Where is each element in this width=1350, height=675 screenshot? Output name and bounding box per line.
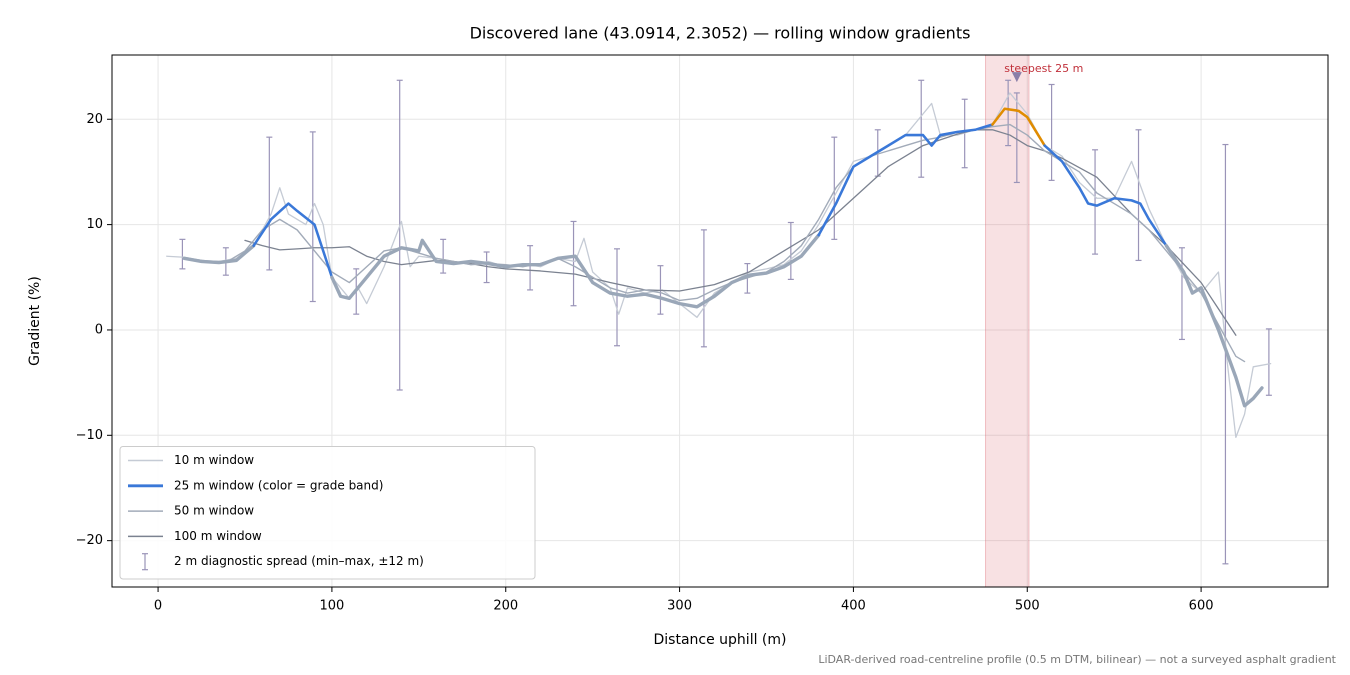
series-line	[244, 129, 1237, 336]
y-tick-label: 20	[86, 112, 103, 127]
error-bar	[918, 79, 925, 178]
y-tick-label: 0	[95, 322, 103, 337]
x-tick-label: 500	[1015, 599, 1040, 614]
y-tick-label: 10	[86, 217, 103, 232]
error-bar	[614, 248, 621, 347]
x-tick-label: 400	[841, 599, 866, 614]
series-line	[991, 107, 1046, 147]
annotation-text: steepest 25 m	[1004, 62, 1083, 75]
y-tick-label: −10	[76, 428, 103, 443]
error-bar	[309, 131, 316, 303]
legend-box	[119, 446, 536, 580]
legend-label: 50 m window	[174, 504, 254, 518]
error-bar	[570, 220, 577, 307]
chart-title: Discovered lane (43.0914, 2.3052) — roll…	[470, 24, 971, 43]
error-bar	[440, 238, 447, 274]
error-bar	[831, 136, 838, 240]
error-bar	[1135, 129, 1142, 262]
x-tick-label: 100	[319, 599, 344, 614]
footnote: LiDAR-derived road-centreline profile (0…	[818, 653, 1336, 666]
x-axis-label: Distance uphill (m)	[654, 632, 787, 648]
error-bar	[483, 251, 490, 284]
x-tick-label: 600	[1189, 599, 1214, 614]
plot-frame	[111, 54, 1329, 588]
error-bar	[527, 245, 534, 291]
x-tick-label: 300	[667, 599, 692, 614]
series-line	[1043, 144, 1168, 247]
error-bar	[266, 136, 273, 271]
x-tick-label: 200	[493, 599, 518, 614]
legend-label: 2 m diagnostic spread (min–max, ±12 m)	[174, 554, 424, 568]
series-line	[252, 202, 334, 279]
error-bar	[179, 238, 186, 270]
error-bar	[1013, 92, 1020, 184]
legend-label: 25 m window (color = grade band)	[174, 478, 383, 492]
error-bar	[1222, 143, 1229, 565]
x-tick-label: 0	[154, 599, 162, 614]
error-bar	[1265, 328, 1272, 396]
error-bar	[700, 229, 707, 348]
series-line	[330, 233, 821, 309]
annotation-marker	[1011, 72, 1022, 83]
error-bar	[1092, 149, 1099, 255]
series-line	[192, 123, 1246, 363]
error-bar	[787, 221, 794, 280]
error-bar	[1048, 83, 1055, 181]
y-tick-label: −20	[76, 533, 103, 548]
series-line	[166, 92, 1272, 439]
series-line	[1164, 243, 1264, 408]
highlight-span	[985, 54, 1030, 588]
series-line	[182, 243, 256, 265]
legend-label: 100 m window	[174, 529, 262, 543]
series-line	[817, 123, 994, 237]
legend-label: 10 m window	[174, 453, 254, 467]
y-axis-label: Gradient (%)	[27, 276, 43, 366]
error-bar	[396, 79, 403, 391]
